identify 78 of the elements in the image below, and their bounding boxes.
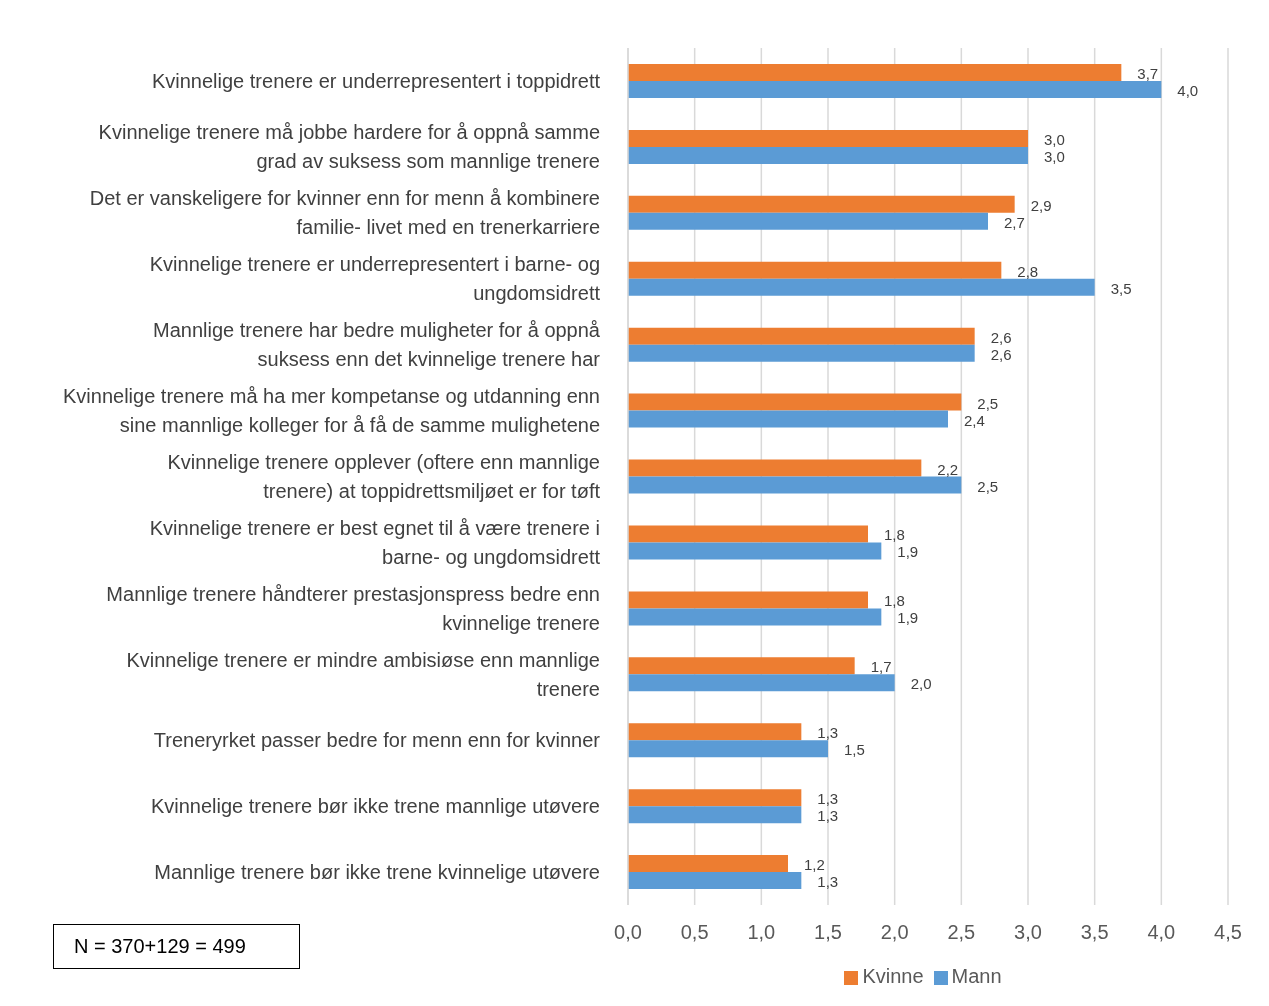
x-tick-label: 3,5 [1080, 921, 1109, 944]
data-label: 1,8 [884, 592, 905, 610]
y-tick-label: Mannlige trenere håndterer prestasjonspress bedre enn kvinnelige trenere [106, 582, 600, 634]
bar [628, 327, 975, 345]
data-label: 3,0 [1044, 147, 1065, 165]
y-tick-label: Kvinnelige trenere er mindre ambisiøse enn mannlige trenere [126, 648, 600, 700]
data-label: 3,0 [1044, 130, 1065, 148]
y-tick-label: Mannlige trenere bør ikke trene kvinnelige utøvere [154, 861, 600, 884]
data-label: 2,6 [990, 328, 1012, 346]
y-tick-label: Kvinnelige trenere bør ikke trene mannlige utøvere [150, 795, 600, 818]
bar [628, 723, 802, 741]
data-label: 1,9 [897, 609, 919, 627]
data-label: 1,2 [804, 856, 825, 874]
data-label: 3,7 [1137, 65, 1159, 82]
bar [628, 459, 922, 477]
x-tick-label: 0,5 [680, 921, 709, 944]
bar [628, 525, 868, 543]
data-label: 1,3 [817, 873, 839, 891]
x-tick-label: 3,0 [1014, 921, 1042, 944]
data-label: 2,7 [1004, 213, 1025, 231]
y-tick-label: Kvinnelige trenere må ha mer kompetanse og utdanning enn sine mannlige kolleger for å få de samme mulighetene [62, 385, 600, 437]
bar [628, 608, 882, 626]
bar [628, 212, 988, 230]
legend-label: Mann [951, 965, 1002, 987]
y-tick-label: Kvinnelige trenere er best egnet til å være trenere i barne- og ungdomsidrett [149, 516, 601, 568]
data-label: 2,5 [977, 394, 999, 412]
bar [628, 542, 882, 560]
bar [628, 806, 802, 824]
legend-label: Kvinne [862, 965, 924, 987]
bar [628, 591, 868, 609]
data-label: 1,3 [817, 807, 839, 825]
data-label: 1,3 [817, 790, 839, 808]
data-label: 2,2 [937, 460, 959, 478]
bar [628, 476, 962, 494]
y-tick-label: Kvinnelige trenere opplever (oftere enn mannlige trenere) at toppidrettsmiljøet er for tøft [167, 451, 601, 502]
bar [628, 872, 802, 890]
bar [628, 344, 975, 362]
data-label: 1,7 [870, 658, 892, 676]
x-tick-label: 4,5 [1214, 921, 1242, 944]
bar [628, 740, 828, 758]
bar [628, 657, 855, 675]
data-label: 2,6 [990, 345, 1012, 363]
data-label: 2,9 [1030, 196, 1052, 214]
data-label: 1,3 [817, 724, 839, 742]
x-tick-label: 2,5 [947, 921, 976, 944]
bar [628, 195, 1015, 213]
x-tick-label: 1,5 [814, 921, 842, 944]
data-label: 1,5 [844, 741, 865, 759]
x-tick-label: 4,0 [1147, 921, 1176, 944]
data-label: 1,9 [897, 543, 919, 561]
data-label: 4,0 [1177, 82, 1199, 99]
bar [628, 789, 802, 807]
y-tick-label: Kvinnelige trenere er underrepresentert i toppidrett [151, 69, 601, 92]
data-label: 3,5 [1110, 279, 1132, 297]
data-label: 2,5 [977, 477, 999, 495]
bar [628, 129, 1028, 147]
y-tick-label: Kvinnelige trenere må jobbe hardere for å oppnå samme grad av suksess som mannlige trenere [98, 121, 600, 173]
data-label: 2,4 [964, 411, 985, 429]
bar [628, 81, 1162, 98]
bar [628, 674, 895, 692]
y-tick-label: Kvinnelige trenere er underrepresentert i barne- og ungdomsidrett [149, 253, 601, 305]
y-tick-label: Treneryrket passer bedre for menn enn for kvinner [153, 729, 601, 752]
bar [628, 146, 1028, 164]
bar [628, 278, 1095, 296]
x-tick-label: 0,0 [614, 921, 642, 944]
text: N = 370+129 = 499 [53, 924, 300, 969]
bar [628, 410, 948, 428]
y-tick-label: Mannlige trenere har bedre muligheter for å oppnå suksess enn det kvinnelige trenere har [153, 319, 601, 371]
bar [628, 393, 962, 411]
x-tick-label: 1,0 [747, 921, 776, 944]
x-tick-label: 2,0 [880, 921, 909, 944]
bar [628, 64, 1122, 81]
data-label: 1,8 [884, 526, 905, 544]
data-label: 2,8 [1017, 262, 1039, 280]
data-label: 2,0 [910, 675, 932, 693]
bar [628, 261, 1002, 279]
y-tick-label: Det er vanskeligere for kvinner enn for menn å kombinere familie- livet med en trenerkarriere [89, 187, 600, 239]
bar [628, 855, 788, 873]
